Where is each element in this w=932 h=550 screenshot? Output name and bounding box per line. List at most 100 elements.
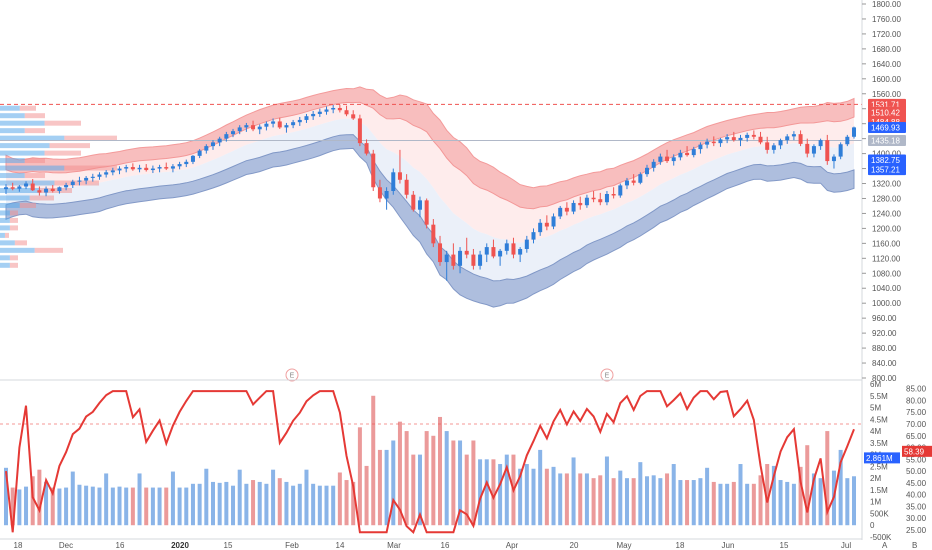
time-tick-label: May [616, 541, 631, 550]
price-levels [0, 103, 862, 141]
candle-body [845, 136, 850, 145]
volume-bar [190, 483, 195, 526]
volume-bar [144, 487, 149, 526]
profile-bar-sell [19, 105, 36, 111]
candle-body [618, 185, 623, 196]
volume-bar [130, 487, 135, 526]
volume-bar [344, 480, 349, 526]
candle-body [491, 247, 496, 257]
candle-body [478, 254, 483, 266]
price-tick-label: 1200.00 [872, 224, 901, 233]
candle-body [538, 222, 543, 233]
candle-body [564, 207, 569, 212]
price-badges: 1531.711510.421484.881469.931435.181382.… [864, 98, 932, 464]
candle-body [144, 167, 149, 171]
price-tick-label: 800.00 [872, 374, 897, 383]
price-badge-bg [868, 106, 906, 118]
volume-bar [484, 459, 489, 526]
volume-bar [424, 431, 429, 526]
candle-body [337, 107, 342, 111]
rsi-tick-label: 65.00 [906, 432, 927, 441]
log-scale-toggle[interactable]: B [912, 541, 917, 550]
earnings-marker [600, 368, 614, 382]
volume-bar [611, 478, 616, 526]
price-tick-label: 1400.00 [872, 150, 901, 159]
volume-bar [665, 473, 670, 526]
candle-body [150, 168, 155, 171]
volume-bar [551, 466, 556, 526]
candle-body [524, 239, 529, 249]
time-tick-label: Jun [722, 541, 735, 550]
keltner-bands [5, 86, 855, 308]
candle-body [685, 152, 690, 156]
candle-body [798, 134, 803, 144]
profile-bar-buy [0, 180, 55, 186]
volume-bar [44, 481, 49, 526]
volume-bar [3, 467, 9, 526]
volume-bar [37, 469, 42, 526]
candle-body [364, 143, 369, 154]
lower-band [5, 134, 855, 308]
candle-body [397, 172, 402, 180]
price-badge: 1469.93 [868, 121, 906, 133]
volume-bar [404, 431, 409, 526]
time-tick-label: 18 [14, 541, 23, 550]
volume-bar [818, 478, 823, 526]
rsi-tick-label: 85.00 [906, 385, 927, 394]
candle-body [825, 140, 830, 162]
candle-body [204, 146, 209, 151]
candle-body [90, 176, 95, 178]
volume-bar [584, 473, 589, 526]
candle-body [237, 127, 242, 132]
volume-bar [645, 476, 650, 526]
candle-body [578, 202, 583, 206]
candle-body [251, 125, 256, 130]
candle-body [50, 188, 55, 191]
rsi-tick-label: 40.00 [906, 491, 927, 500]
volume-bar [77, 484, 82, 526]
candle-body [811, 146, 816, 154]
volume-bar [725, 483, 730, 526]
volume-bar [631, 478, 636, 526]
profile-bar-sell [44, 120, 81, 126]
candle-body [591, 197, 596, 200]
volume-bar [70, 471, 75, 526]
candle-body [424, 200, 429, 225]
price-tick-label: 1680.00 [872, 45, 901, 54]
volume-bar [210, 481, 215, 526]
profile-bar-buy [0, 232, 5, 238]
candle-body [170, 166, 175, 169]
auto-scale-toggle[interactable]: A [882, 541, 888, 550]
rsi-path [5, 389, 855, 535]
volume-bar [738, 464, 743, 526]
volume-bar [110, 487, 115, 526]
volume-bar [237, 469, 242, 526]
volume-bar [678, 480, 683, 526]
profile-bar-sell [9, 217, 18, 223]
profile-bar-sell [9, 225, 18, 231]
candle-body [438, 243, 443, 263]
volume-bar [251, 480, 256, 526]
volume-bar [765, 464, 770, 526]
profile-bar-sell [9, 255, 18, 261]
volume-bar [277, 478, 282, 526]
volume-bar [791, 483, 796, 526]
volume-bar [451, 440, 456, 526]
volume-tick-label: 2.5M [870, 462, 888, 471]
candle-body [117, 168, 122, 171]
candlestick-series [3, 104, 857, 281]
candle-body [758, 136, 763, 143]
upper-band [5, 86, 855, 210]
volume-bar [805, 445, 810, 526]
rsi-tick-label: 80.00 [906, 396, 927, 405]
candle-body [631, 180, 636, 183]
candle-body [124, 167, 129, 169]
volume-last-badge: 2.861M [864, 452, 900, 464]
candle-body [745, 134, 750, 138]
volume-bar [257, 481, 262, 526]
candle-body [558, 207, 563, 217]
volume-bar [57, 488, 62, 526]
candle-body [551, 216, 556, 227]
candle-body [377, 187, 382, 199]
